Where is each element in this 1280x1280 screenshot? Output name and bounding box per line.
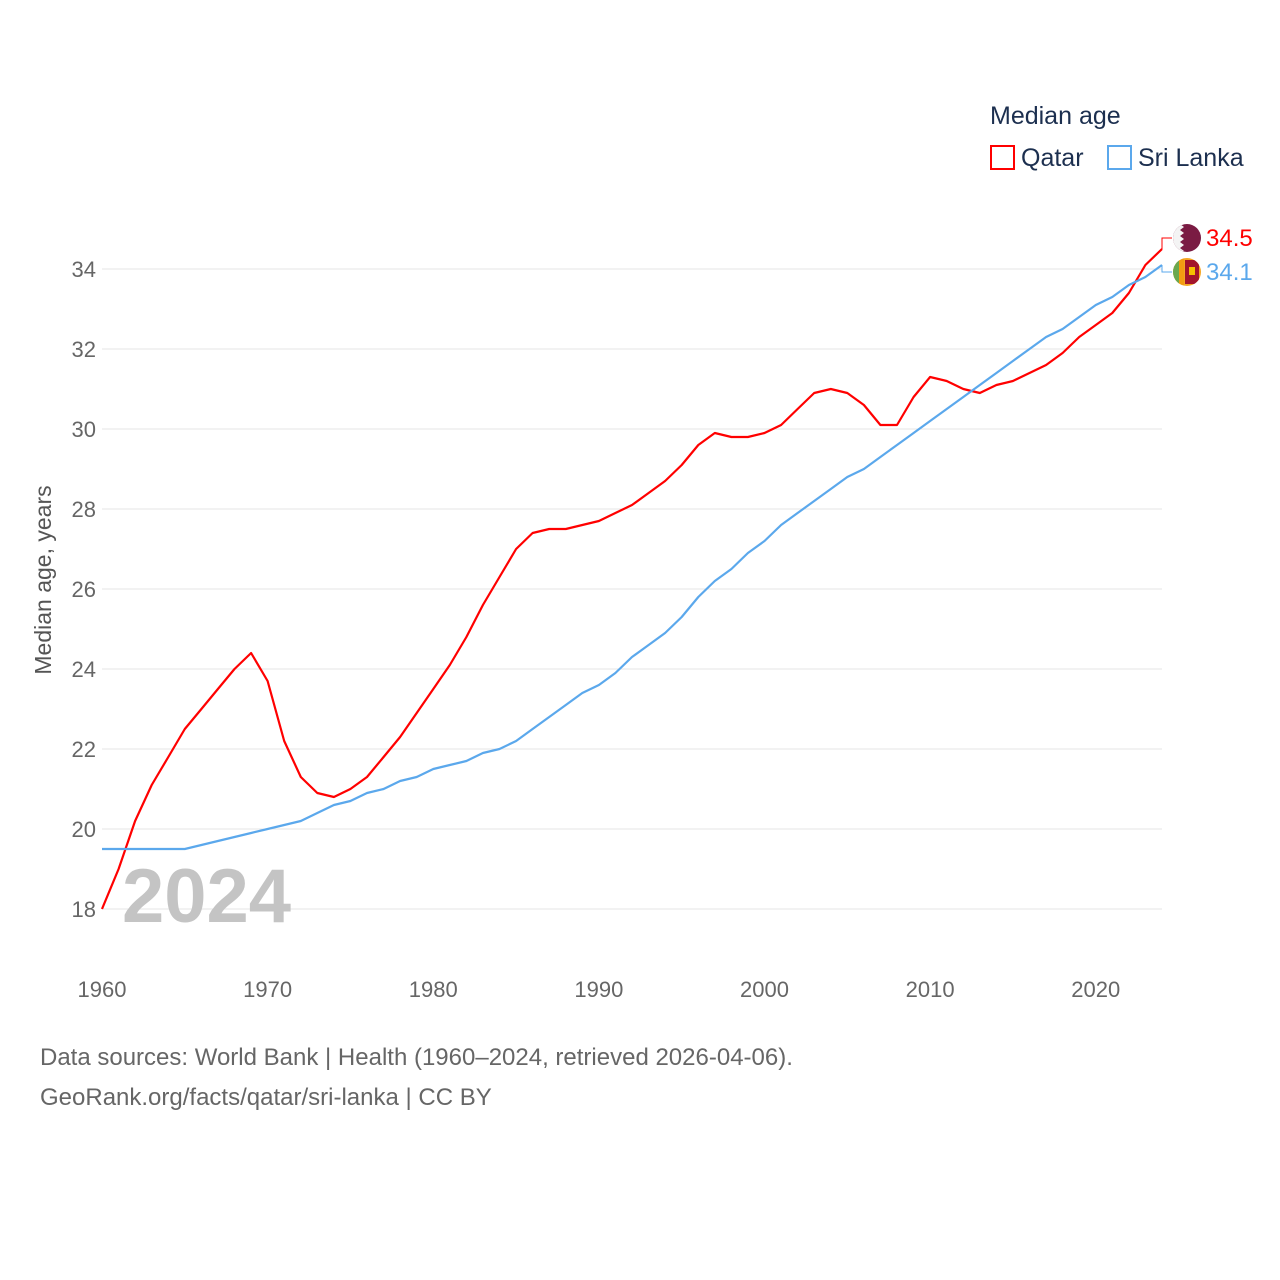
end-connector bbox=[1161, 237, 1172, 249]
y-tick-label: 34 bbox=[72, 257, 96, 282]
y-tick-label: 30 bbox=[72, 417, 96, 442]
x-tick-label: 2000 bbox=[740, 977, 789, 1002]
end-value-label: 34.5 bbox=[1206, 225, 1253, 252]
y-tick-label: 28 bbox=[72, 497, 96, 522]
end-value-label: 34.1 bbox=[1206, 259, 1253, 286]
year-watermark: 2024 bbox=[122, 854, 291, 939]
series-line-qatar bbox=[100, 248, 1163, 910]
data-source-text: Data sources: World Bank | Health (1960–… bbox=[40, 1044, 793, 1071]
sri-lanka-flag-icon bbox=[1173, 258, 1201, 286]
y-tick-label: 18 bbox=[72, 897, 96, 922]
y-tick-label: 32 bbox=[72, 337, 96, 362]
y-axis-label: Median age, years bbox=[30, 485, 56, 674]
qatar-flag-icon bbox=[1173, 224, 1201, 252]
legend-title: Median age bbox=[990, 102, 1121, 130]
attribution-link[interactable]: GeoRank.org/facts/qatar/sri-lanka | CC B… bbox=[40, 1084, 492, 1111]
x-tick-label: 2010 bbox=[906, 977, 955, 1002]
legend-swatch bbox=[990, 145, 1015, 170]
x-tick-label: 1990 bbox=[574, 977, 623, 1002]
x-tick-label: 1980 bbox=[409, 977, 458, 1002]
x-tick-label: 1970 bbox=[243, 977, 292, 1002]
x-tick-label: 2020 bbox=[1071, 977, 1120, 1002]
series-line-sri-lanka bbox=[102, 264, 1163, 851]
y-tick-label: 24 bbox=[72, 657, 96, 682]
end-connector bbox=[1161, 265, 1172, 273]
y-tick-label: 26 bbox=[72, 577, 96, 602]
legend-label[interactable]: Qatar bbox=[1021, 144, 1084, 172]
legend-swatch bbox=[1107, 145, 1132, 170]
x-tick-label: 1960 bbox=[78, 977, 127, 1002]
legend-label[interactable]: Sri Lanka bbox=[1138, 144, 1244, 172]
y-tick-label: 20 bbox=[72, 817, 96, 842]
y-tick-label: 22 bbox=[72, 737, 96, 762]
